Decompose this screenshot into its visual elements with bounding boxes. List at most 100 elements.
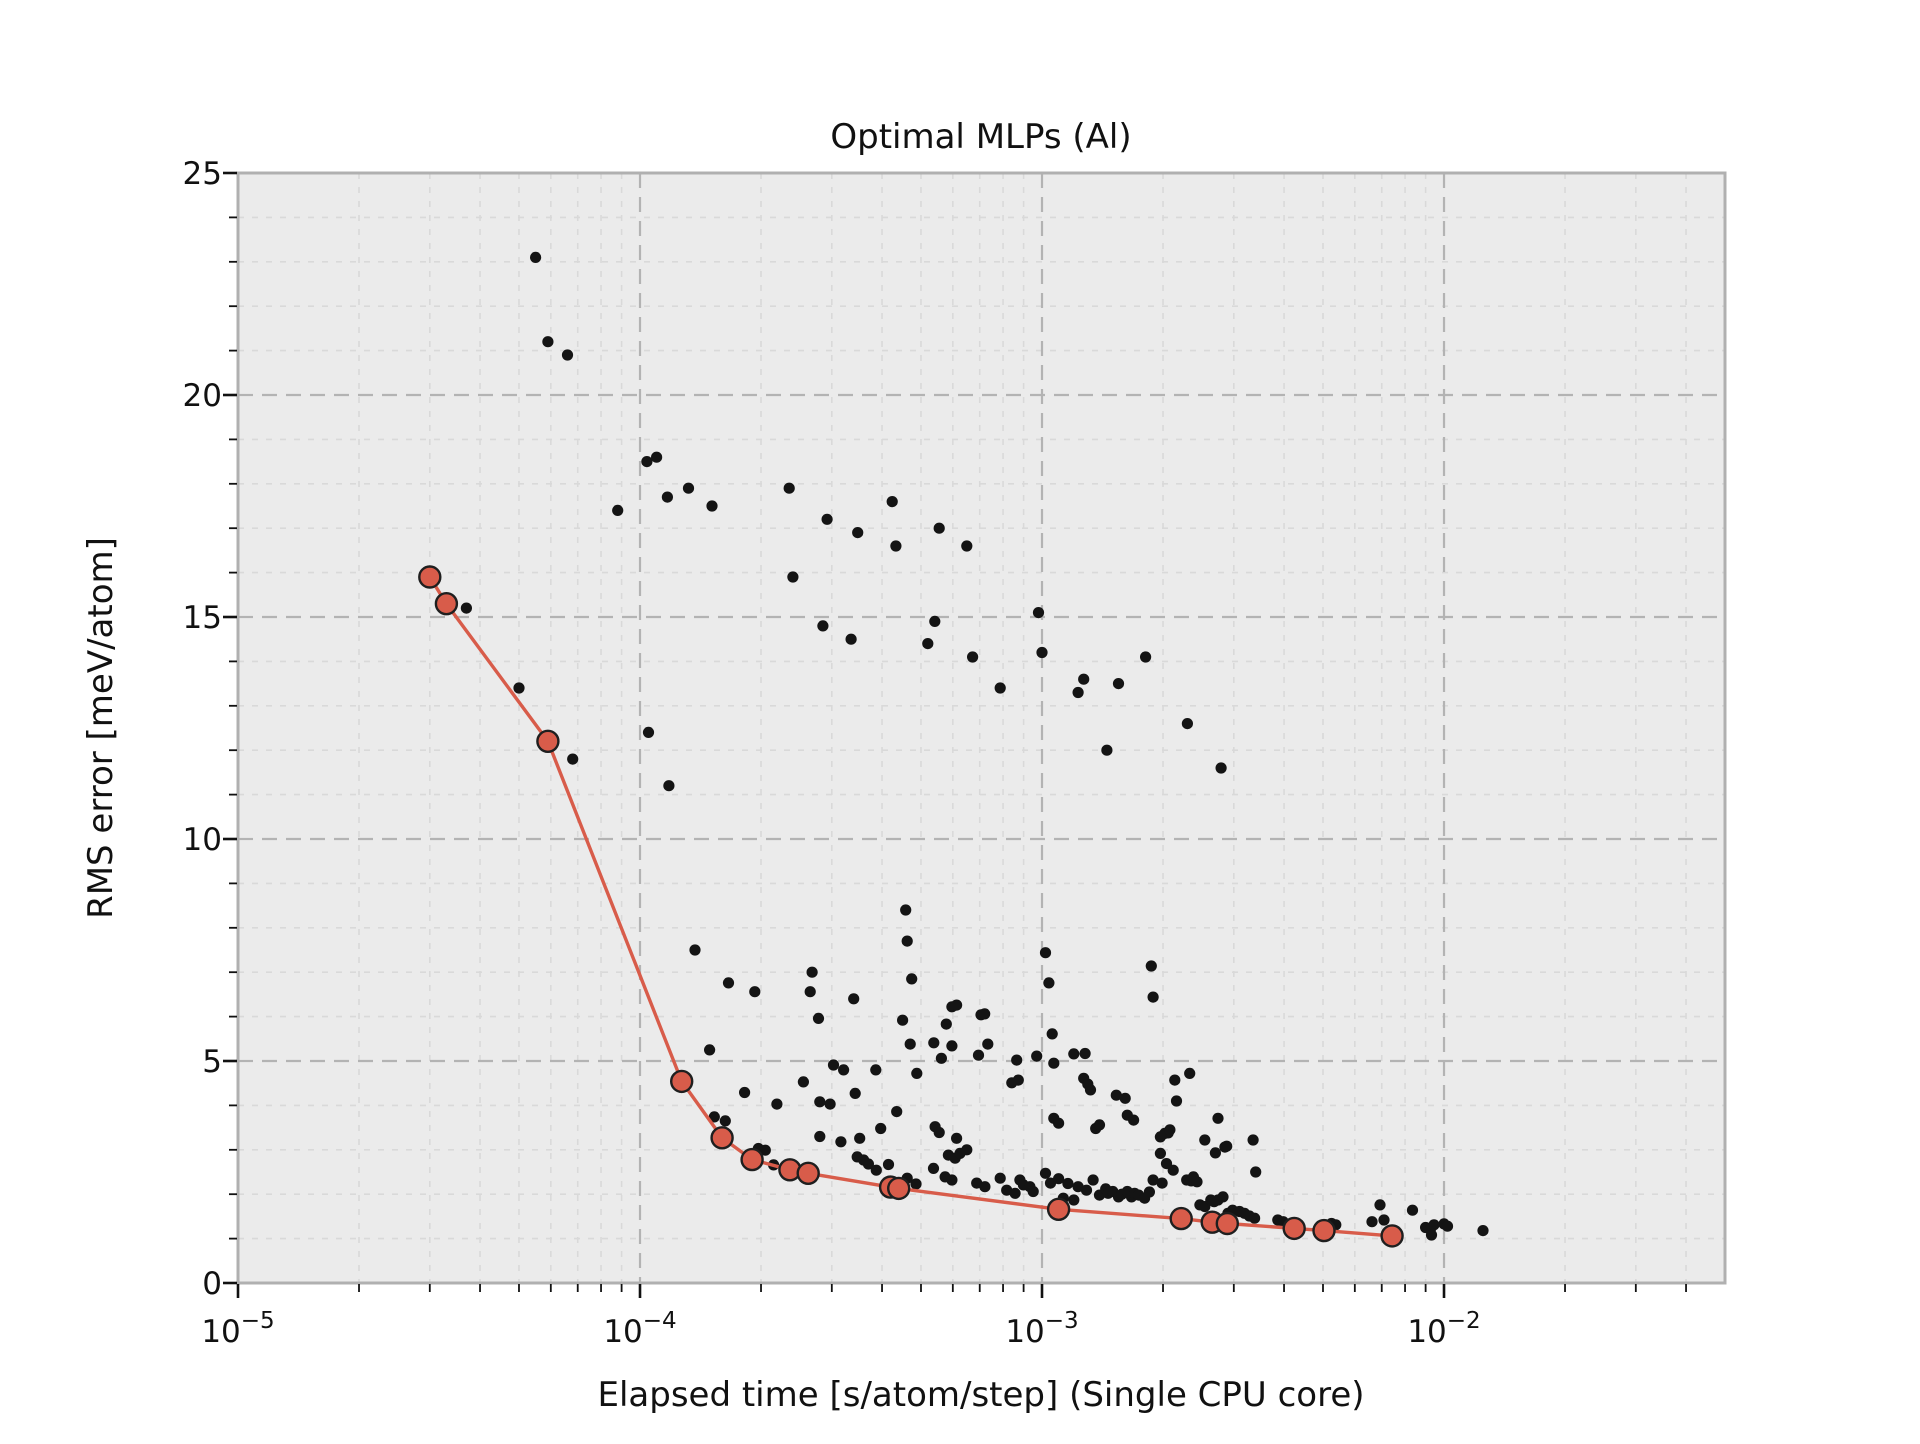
pareto-point [1169, 1206, 1193, 1231]
scatter-point [797, 1076, 810, 1088]
scatter-point [967, 651, 979, 663]
scatter-point [804, 986, 816, 998]
scatter-point [882, 1158, 895, 1171]
scatter-point [891, 1106, 903, 1118]
scatter-point [1428, 1219, 1440, 1231]
chart-title: Optimal MLPs (Al) [830, 117, 1131, 157]
scatter-point [1250, 1166, 1262, 1178]
scatter-point [1140, 651, 1152, 663]
scatter-point [682, 482, 695, 494]
scatter-point [890, 540, 902, 552]
scatter-point [870, 1164, 882, 1176]
scatter-point [749, 986, 761, 998]
scatter-point [1167, 1164, 1179, 1176]
scatter-point [542, 336, 554, 348]
scatter-point [935, 1052, 948, 1064]
scatter-point [1477, 1225, 1489, 1237]
scatter-point [1249, 1212, 1261, 1224]
scatter-point [1009, 1187, 1021, 1199]
scatter-point [982, 1038, 994, 1050]
scatter-point [1011, 1054, 1023, 1066]
pareto-point [710, 1126, 734, 1150]
axis-ticks [223, 171, 1687, 1298]
scatter-point [787, 571, 799, 583]
plot-render-root: 10−5 10−4 10−3 10−2 0 5 10 15 20 25 [183, 156, 1727, 1350]
scatter-point [940, 1018, 952, 1030]
scatter-point [814, 1096, 826, 1108]
scatter-point [663, 780, 675, 792]
scatter-point [854, 1132, 866, 1144]
y-tick-label: 15 [183, 600, 222, 636]
scatter-point [821, 513, 833, 525]
pareto-point [670, 1069, 694, 1094]
scatter-point [1154, 1147, 1166, 1159]
scatter-point [1209, 1147, 1221, 1159]
scatter-point [1068, 1194, 1080, 1206]
scatter-point [951, 1132, 963, 1144]
scatter-point [689, 944, 701, 956]
scatter-point [933, 522, 945, 534]
scatter-point [739, 1086, 751, 1099]
scatter-point [994, 682, 1006, 694]
scatter-point [1027, 1185, 1039, 1198]
scatter-point [706, 500, 718, 512]
scatter-point [911, 1067, 923, 1079]
scatter-point [927, 1162, 940, 1174]
scatter-point [704, 1044, 716, 1056]
scatter-point [961, 1144, 973, 1156]
pareto-point [434, 592, 459, 616]
scatter-point [961, 540, 973, 552]
scatter-point [661, 491, 674, 503]
scatter-point [1221, 1140, 1233, 1152]
scatter-point [460, 602, 472, 614]
scatter-point [1164, 1124, 1176, 1136]
scatter-point [1425, 1229, 1438, 1241]
scatter-point [1053, 1117, 1065, 1129]
scatter-point [1112, 678, 1125, 690]
pareto-point [1282, 1216, 1306, 1241]
scatter-point [848, 993, 860, 1005]
scatter-point [1441, 1220, 1454, 1232]
x-axis-label: Elapsed time [s/atom/step] (Single CPU c… [597, 1375, 1364, 1415]
y-tick-label: 5 [202, 1044, 222, 1080]
pareto-point [796, 1161, 820, 1186]
scatter-point [1068, 1048, 1080, 1060]
scatter-point [827, 1059, 840, 1071]
x-tick-label: 10−5 [201, 1308, 274, 1350]
scatter-point [1093, 1119, 1106, 1131]
scatter-point [906, 973, 918, 985]
x-tick-label: 10−2 [1407, 1308, 1480, 1350]
scatter-point [897, 1014, 909, 1026]
y-axis-label: RMS error [meV/atom] [81, 537, 121, 919]
scatter-point [1087, 1174, 1099, 1186]
scatter-point [612, 504, 624, 516]
y-tick-label: 10 [183, 822, 222, 858]
scatter-point [835, 1136, 847, 1148]
scatter-point [1119, 1092, 1131, 1104]
scatter-point [1036, 646, 1048, 659]
scatter-point [708, 1111, 720, 1123]
scatter-point [567, 753, 579, 765]
scatter-point [928, 1037, 940, 1049]
scatter-point [933, 1126, 945, 1139]
scatter-point [1084, 1084, 1097, 1096]
scatter-point [1043, 977, 1055, 989]
scatter-point [651, 451, 663, 463]
scatter-point [806, 966, 818, 978]
scatter-point [1048, 1057, 1060, 1069]
scatter-point [1072, 686, 1084, 699]
y-tick-label: 25 [183, 156, 222, 192]
scatter-point [862, 1158, 875, 1170]
pareto-point [418, 565, 442, 589]
plot-background [238, 173, 1725, 1283]
scatter-point [1199, 1134, 1211, 1146]
scatter-point [972, 1049, 985, 1061]
scatter-point [1079, 1047, 1091, 1060]
scatter-point [1053, 1173, 1065, 1185]
pareto-point [887, 1176, 911, 1201]
scatter-point [994, 1172, 1006, 1184]
scatter-point [1072, 1181, 1084, 1193]
scatter-point [1039, 947, 1052, 959]
